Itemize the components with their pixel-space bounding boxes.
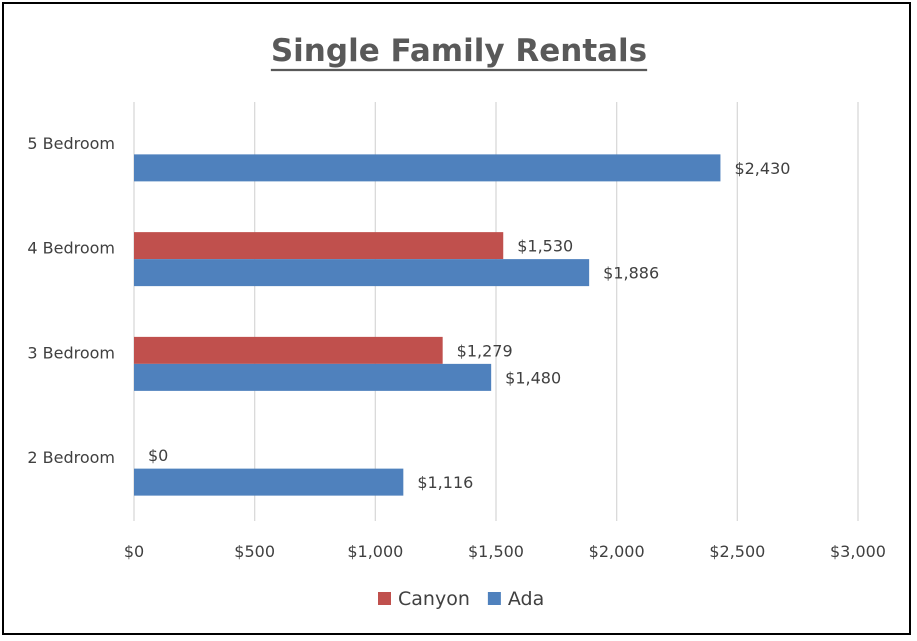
chart-canvas: Single Family Rentals $0 $1,116 $1,279 $1,4…: [27, 33, 886, 610]
legend-swatch-canyon: [378, 592, 391, 605]
legend-swatch-ada: [487, 592, 501, 605]
category-label: 4 Bedroom: [27, 239, 115, 258]
data-label: $1,279: [457, 341, 513, 360]
data-label: $2,430: [734, 159, 790, 178]
category-axis-labels: 2 Bedroom 3 Bedroom 4 Bedroom 5 Bedroom: [27, 134, 115, 467]
x-tick-label: $1,500: [468, 542, 524, 561]
category-label: 3 Bedroom: [27, 343, 115, 362]
legend-label: Canyon: [398, 588, 470, 610]
legend: Canyon Ada: [378, 588, 544, 610]
data-label: $1,116: [417, 473, 473, 492]
x-tick-label: $500: [234, 542, 275, 561]
data-label: $0: [148, 446, 168, 465]
x-tick-label: $1,000: [347, 542, 403, 561]
x-tick-label: $2,500: [709, 542, 765, 561]
bar-ada: [134, 259, 590, 287]
data-label: $1,480: [505, 368, 561, 387]
data-labels: $0 $1,116 $1,279 $1,480 $1,530 $1,886 $2,430: [148, 159, 790, 492]
category-label: 2 Bedroom: [27, 448, 115, 467]
bars: [134, 154, 721, 496]
chart-title: Single Family Rentals: [271, 33, 647, 69]
x-tick-label: $3,000: [830, 542, 886, 561]
bar-ada: [134, 154, 721, 182]
bar-canyon: [134, 232, 504, 260]
data-label: $1,886: [603, 264, 659, 283]
bar-ada: [134, 363, 492, 391]
x-tick-label: $2,000: [589, 542, 645, 561]
category-label: 5 Bedroom: [27, 134, 115, 153]
legend-label: Ada: [508, 588, 544, 610]
chart-frame: Single Family Rentals $0 $1,116 $1,279 $1,4…: [2, 2, 911, 635]
bar-ada: [134, 468, 404, 496]
bar-canyon: [134, 336, 443, 364]
x-tick-label: $0: [124, 542, 144, 561]
data-label: $1,530: [517, 237, 573, 256]
value-axis-labels: $0 $500 $1,000 $1,500 $2,000 $2,500 $3,000: [124, 542, 886, 561]
